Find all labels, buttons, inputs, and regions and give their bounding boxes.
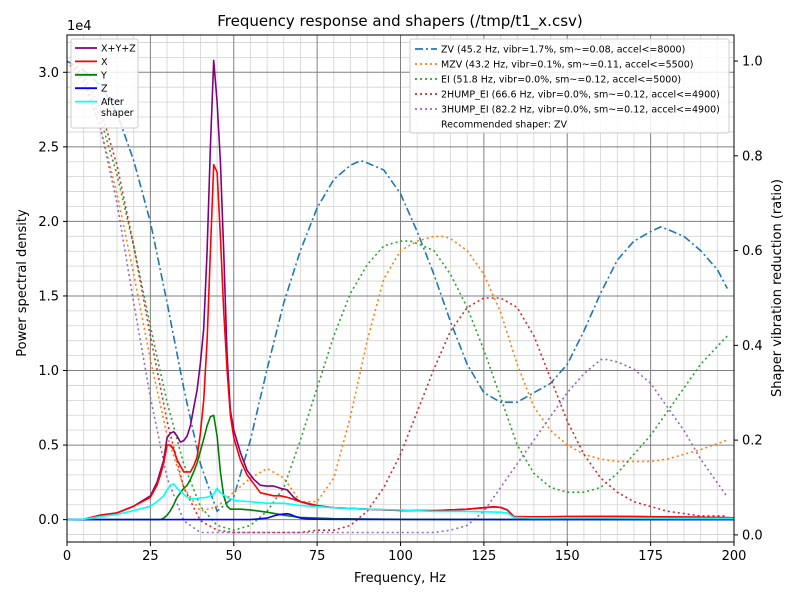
x-tick-label: 0 (63, 549, 71, 564)
legend-psd-label: X (101, 57, 108, 68)
x-tick-label: 75 (309, 549, 326, 564)
shaper-line-0 (67, 60, 729, 513)
psd-line-1 (67, 163, 734, 521)
psd-line-4 (67, 482, 734, 521)
x-axis-label: Frequency, Hz (354, 571, 446, 586)
chart-title: Frequency response and shapers (/tmp/t1_… (217, 12, 583, 31)
y-axis: 0.0 0.5 1.0 1.5 2.0 2.5 3.0 (38, 66, 67, 528)
legend-shaper-label: MZV (43.2 Hz, vibr=0.1%, sm~=0.11, accel… (441, 60, 693, 71)
y-tick-label: 2.5 (38, 140, 59, 155)
y-tick-label: 3.0 (38, 66, 59, 81)
legend-psd-label: X+Y+Z (101, 44, 136, 55)
legend-psd-label: Z (101, 84, 108, 95)
shaper-line-1 (67, 60, 728, 513)
x-tick-label: 200 (722, 549, 747, 564)
y2-tick-label: 0.6 (742, 244, 763, 259)
psd-line-3 (67, 512, 734, 521)
y-tick-label: 2.0 (38, 215, 59, 230)
recommendation-label: Recommended shaper: ZV (441, 120, 567, 131)
legend-psd-label: Y (100, 70, 107, 81)
y2-tick-label: 0.0 (742, 528, 763, 543)
y-tick-label: 1.0 (38, 364, 59, 379)
psd-line-2 (67, 414, 734, 521)
y2-axis-label: Shaper vibration reduction (ratio) (770, 179, 785, 397)
y-tick-label: 1.5 (38, 289, 59, 304)
shaper-lines (67, 60, 729, 534)
x-tick-label: 100 (388, 549, 413, 564)
y2-tick-label: 1.0 (742, 55, 763, 70)
y2-tick-label: 0.2 (742, 434, 763, 449)
x-tick-label: 175 (638, 549, 663, 564)
y-axis-label: Power spectral density (15, 209, 30, 357)
legend-shapers-box (409, 38, 730, 134)
x-axis: 0 25 50 75 100 125 150 175 200 (63, 542, 747, 564)
y-offset-label: 1e4 (67, 19, 92, 34)
legend-psd-label: After (101, 97, 124, 108)
y-tick-label: 0.5 (38, 439, 59, 454)
x-tick-label: 50 (225, 549, 242, 564)
x-tick-label: 150 (555, 549, 580, 564)
y2-tick-label: 0.4 (742, 339, 763, 354)
x-tick-label: 125 (471, 549, 496, 564)
psd-lines (67, 59, 734, 521)
legend-shaper-label: 3HUMP_EI (82.2 Hz, vibr=0.0%, sm~=0.12, … (441, 105, 720, 116)
legend-shapers: ZV (45.2 Hz, vibr=1.7%, sm~=0.08, accel<… (409, 38, 730, 134)
legend-shaper-label: EI (51.8 Hz, vibr=0.0%, sm~=0.12, accel<… (441, 75, 681, 86)
y2-tick-label: 0.8 (742, 149, 763, 164)
y-tick-label: 0.0 (38, 513, 59, 528)
y2-axis: 0.0 0.2 0.4 0.6 0.8 1.0 (734, 55, 763, 543)
legend-psd-label: shaper (101, 108, 134, 119)
legend-shaper-label: 2HUMP_EI (66.6 Hz, vibr=0.0%, sm~=0.12, … (441, 90, 720, 101)
x-tick-label: 25 (142, 549, 159, 564)
legend-shaper-label: ZV (45.2 Hz, vibr=1.7%, sm~=0.08, accel<… (441, 45, 685, 56)
